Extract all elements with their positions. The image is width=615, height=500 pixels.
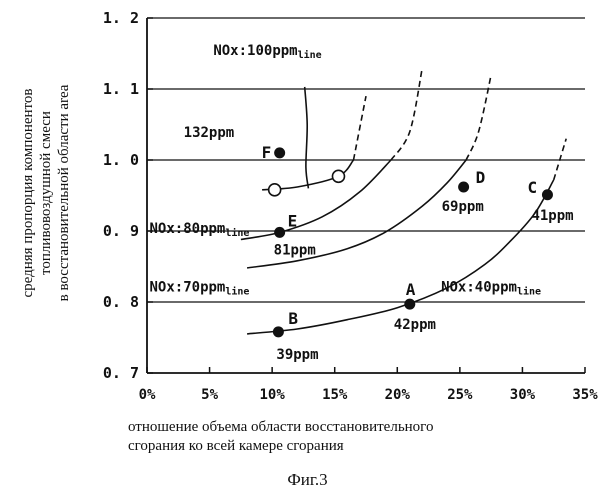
line-label-main: NOx:40ppm [441,279,517,295]
open-point [331,169,346,184]
axes: 0. 7 0. 8 0. 9 1. 0 1. 1 1. 2 0% 5% 10% 15% 20% 25%… [103,9,598,403]
x-tick-label: 10% [259,387,285,403]
point-A [404,298,416,310]
point-ppm-A: 42ppm [394,317,436,333]
line-label: NOx:100ppmline [213,43,321,61]
y-tick-label: 1. 2 [103,9,139,27]
nox-line-80-dashed [390,67,424,161]
nox-line-100-dashed [352,95,367,161]
x-tick-label: 30% [510,387,536,403]
nox-line-70-dashed [465,74,492,161]
line-label: NOx:70ppmline [150,279,250,297]
line-label-sub: line [225,285,249,297]
point-ppm-F: 132ppm [184,125,235,141]
nox-lines [240,67,567,335]
nox-line-40 [247,179,555,335]
point-letter-E: E [288,211,298,230]
line-label-sub: line [517,285,541,297]
line-label-main: NOx:80ppm [150,221,226,237]
point-E [274,226,286,238]
point-ppm-D: 69ppm [442,199,484,215]
point-letter-C: C [527,178,537,197]
line-label: NOx:80ppmline [150,221,250,239]
x-tick-label: 25% [447,387,473,403]
data-points [267,147,553,338]
y-tick-label: 0. 8 [103,293,139,311]
line-label-main: NOx:100ppm [213,43,297,59]
line-label-main: NOx:70ppm [150,279,226,295]
line-label-sub: line [298,49,322,61]
point-ppm-E: 81ppm [274,242,316,258]
y-axis-label: средняя пропорция компонентов топливовоз… [0,18,92,368]
y-axis-label-line-2: топливовоздушной смеси [38,111,54,275]
point-letter-B: B [288,309,298,328]
y-tick-label: 0. 7 [103,364,139,382]
annotations: A 42ppm B 39ppm C 41ppm D 69ppm E 81ppm F 132ppm NOx… [150,43,574,363]
point-B [272,326,284,338]
point-D [458,181,470,193]
point-letter-F: F [262,143,272,162]
point-ppm-C: 41ppm [531,208,573,224]
y-tick-label: 0. 9 [103,222,139,240]
x-axis-label-line-1: отношение объема области восстановительн… [128,419,434,435]
nox-line-70 [246,159,467,269]
line-label: NOx:40ppmline [441,279,541,297]
open-point [267,183,282,197]
point-letter-D: D [476,168,486,187]
nox-line-80 [240,159,392,241]
y-tick-label: 1. 1 [103,80,139,98]
point-C [541,189,553,201]
leader-line [303,86,310,189]
x-axis-label-line-2: сгорания ко всей камере сгорания [128,438,344,454]
x-tick-label: 15% [322,387,348,403]
gridlines [147,17,585,303]
x-tick-label: 35% [572,387,598,403]
point-F [274,147,286,159]
figure-caption: Фиг.3 [287,470,328,489]
nox-line-40-dashed [552,138,567,181]
x-axis-label: отношение объема области восстановительн… [128,418,608,456]
y-axis-label-line-3: в восстановительной области area [56,84,72,302]
point-ppm-B: 39ppm [276,347,318,363]
point-letter-A: A [406,280,416,299]
x-tick-label: 5% [201,387,218,403]
line-label-sub: line [225,227,249,239]
y-axis-label-line-1: средняя пропорция компонентов [20,88,36,298]
x-tick-label: 20% [385,387,411,403]
x-tick-label: 0% [139,387,156,403]
y-tick-label: 1. 0 [103,151,139,169]
